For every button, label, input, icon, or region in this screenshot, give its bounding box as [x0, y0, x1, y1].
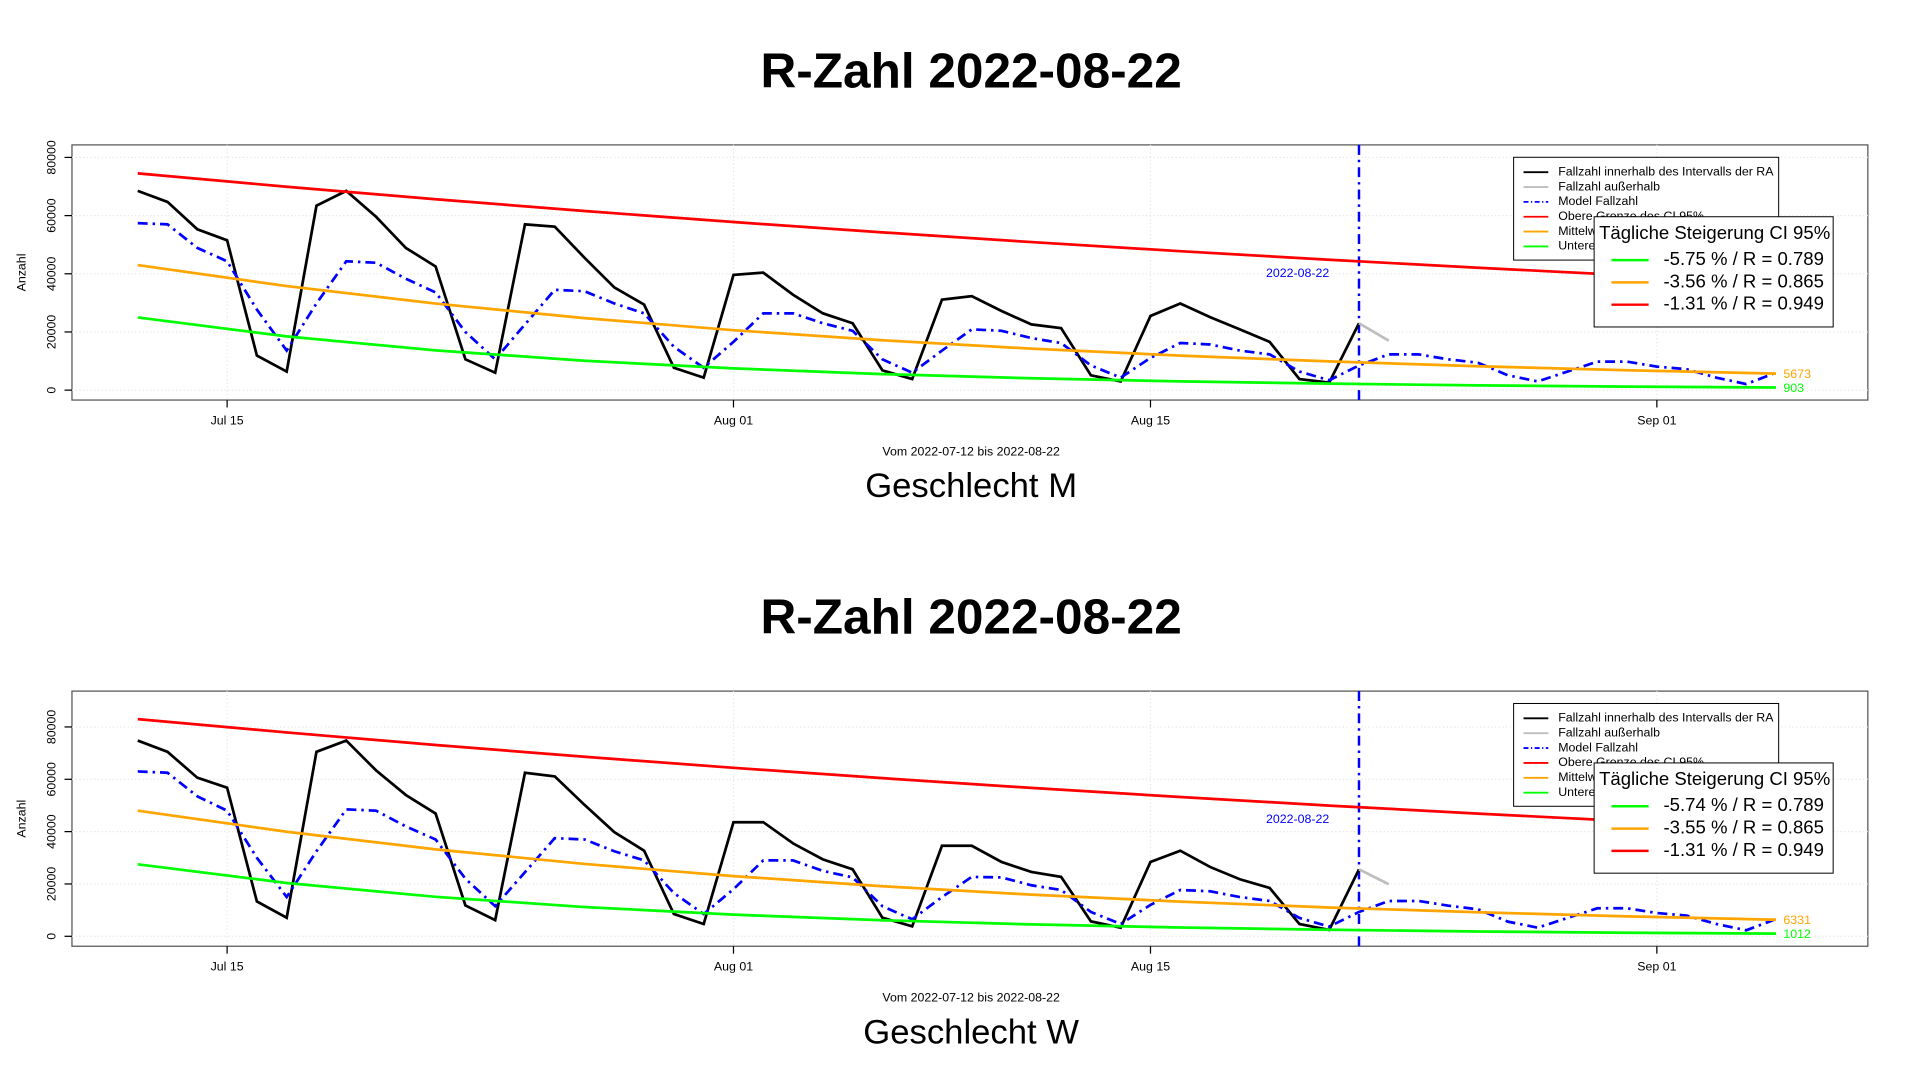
reference-label: 2022-08-22: [1266, 812, 1329, 826]
x-tick-label: Jul 15: [211, 413, 244, 427]
series-line: [137, 809, 1777, 922]
ci-legend-label: -3.56 % / R = 0.865: [1663, 270, 1823, 291]
end-label: 5673: [1783, 367, 1811, 381]
ci-legend-label: -1.31 % / R = 0.949: [1663, 839, 1823, 860]
y-tick-label: 20000: [44, 867, 58, 902]
y-tick-label: 40000: [44, 256, 58, 291]
end-label: 6331: [1783, 913, 1811, 927]
series-line: [1358, 868, 1390, 886]
series-line: [137, 862, 1777, 936]
subtitle: Geschlecht W: [863, 1013, 1079, 1051]
legend-label: Model Fallzahl: [1558, 740, 1638, 754]
legend-label: Fallzahl außerhalb: [1558, 725, 1660, 739]
y-tick-label: 0: [44, 387, 58, 394]
y-tick-label: 60000: [44, 198, 58, 233]
ci-legend-title: Tägliche Steigerung CI 95%: [1599, 222, 1830, 243]
y-axis-label: Anzahl: [15, 800, 29, 838]
series-line: [137, 172, 1777, 284]
y-tick-label: 0: [44, 933, 58, 940]
series-line: [137, 738, 1361, 932]
series-line: [137, 717, 1777, 830]
legend-label: Fallzahl innerhalb des Intervalls der RA: [1558, 711, 1774, 725]
end-label: 1012: [1783, 927, 1811, 941]
ci-legend-label: -1.31 % / R = 0.949: [1663, 293, 1823, 314]
y-tick-label: 80000: [44, 140, 58, 175]
ci-legend-label: -5.74 % / R = 0.789: [1663, 794, 1823, 815]
series-line: [137, 189, 1361, 385]
y-axis-label: Anzahl: [15, 254, 29, 292]
x-tick-label: Jul 15: [211, 960, 244, 974]
subtitle: Geschlecht M: [865, 467, 1077, 505]
legend-label: Fallzahl außerhalb: [1558, 179, 1660, 193]
x-tick-label: Aug 15: [1131, 413, 1170, 427]
y-tick-label: 20000: [44, 315, 58, 350]
legend-label: Fallzahl innerhalb des Intervalls der RA: [1558, 164, 1774, 178]
y-tick-label: 80000: [44, 710, 58, 745]
y-tick-label: 40000: [44, 814, 58, 849]
x-tick-label: Aug 15: [1131, 960, 1170, 974]
ci-legend: Tägliche Steigerung CI 95% -5.74 % / R = …: [1593, 762, 1834, 874]
legend-label: Model Fallzahl: [1558, 194, 1638, 208]
x-tick-label: Sep 01: [1637, 413, 1676, 427]
ci-legend-label: -5.75 % / R = 0.789: [1663, 248, 1823, 269]
chart-title: R-Zahl 2022-08-22: [761, 590, 1182, 645]
ci-legend-label: -3.55 % / R = 0.865: [1663, 816, 1823, 837]
ci-legend: Tägliche Steigerung CI 95% -5.75 % / R = …: [1593, 216, 1834, 328]
series-line: [137, 770, 1777, 932]
ci-legend-box: [1593, 216, 1834, 328]
ci-legend-box: [1593, 762, 1834, 874]
series-line: [137, 221, 1777, 386]
series-line: [137, 263, 1777, 376]
x-tick-label: Aug 01: [714, 413, 753, 427]
ci-legend-title: Tägliche Steigerung CI 95%: [1599, 768, 1830, 789]
series-line: [137, 316, 1777, 389]
x-tick-label: Sep 01: [1637, 960, 1676, 974]
end-label: 903: [1783, 381, 1804, 395]
x-axis-label: Vom 2022-07-12 bis 2022-08-22: [882, 991, 1060, 1005]
y-tick-label: 60000: [44, 762, 58, 797]
chart-title: R-Zahl 2022-08-22: [761, 43, 1182, 98]
x-axis-label: Vom 2022-07-12 bis 2022-08-22: [882, 444, 1060, 458]
reference-label: 2022-08-22: [1266, 266, 1329, 280]
series-line: [1358, 322, 1390, 342]
x-tick-label: Aug 01: [714, 960, 753, 974]
